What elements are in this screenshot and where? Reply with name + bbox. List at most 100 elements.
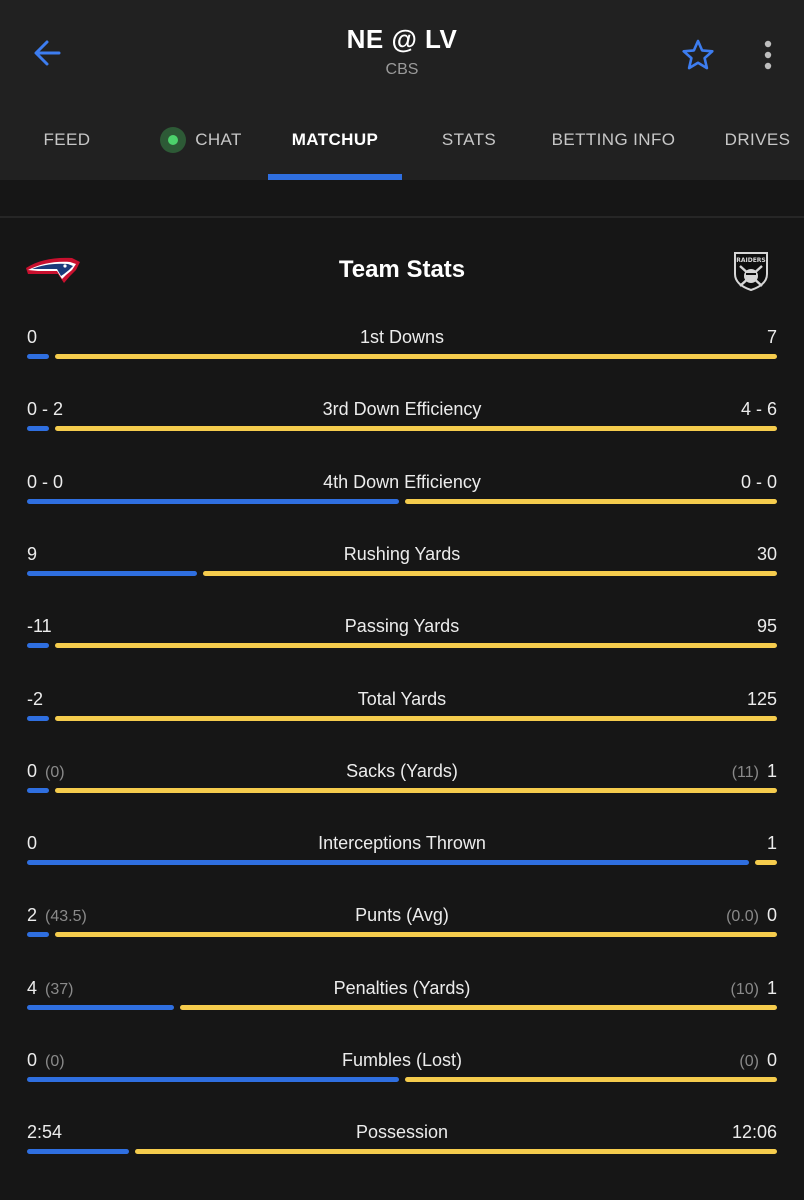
away-stat-value: (10) 1: [730, 977, 777, 998]
home-share-bar: [27, 570, 197, 576]
away-share-bar: [55, 354, 777, 359]
home-stat-value: 2 (43.5): [27, 905, 87, 926]
stat-label: Rushing Yards: [343, 543, 461, 564]
stat-label: 1st Downs: [359, 327, 445, 347]
tab-chat-label: CHAT: [195, 130, 242, 149]
home-stat-value: 2:54: [27, 1122, 63, 1143]
away-stat-value: 30: [756, 543, 777, 564]
away-stat-sub: (10): [730, 980, 759, 998]
tab-stats-label: STATS: [441, 130, 497, 149]
away-stat-value: 1: [766, 833, 777, 854]
back-button[interactable]: [22, 30, 72, 76]
home-stat-value: 0 (0): [27, 760, 65, 781]
home-stat-value: 0: [27, 833, 38, 854]
home-stat-value: 0 - 2: [27, 399, 64, 420]
home-share-bar: [27, 1149, 129, 1155]
away-stat-value: (11) 1: [731, 760, 777, 781]
app-header: NE @ LV CBS FEED CHAT MATCHUP STATS BETT…: [0, 0, 804, 180]
stat-label: Possession: [355, 1122, 449, 1143]
home-share-bar: [27, 426, 49, 432]
home-stat-sub: (0): [45, 1053, 65, 1070]
away-share-bar: [55, 715, 777, 721]
game-header: NE @ LV CBS: [202, 24, 602, 79]
away-stat-value: (0) 0: [739, 1050, 777, 1070]
away-share-bar: [755, 860, 777, 866]
away-share-bar: [135, 1149, 777, 1155]
back-arrow-icon: [34, 40, 61, 66]
stat-label: Punts (Avg): [355, 905, 449, 926]
home-share-bar: [27, 787, 49, 793]
tab-chat[interactable]: CHAT: [134, 100, 268, 180]
stat-row: -2 Total Yards 125: [0, 689, 804, 761]
away-stat-value: 0 - 0: [740, 471, 777, 492]
away-share-bar: [180, 1004, 777, 1010]
patriots-logo: [26, 257, 80, 283]
tab-betting-info[interactable]: BETTING INFO: [536, 100, 691, 180]
favorite-button[interactable]: [674, 32, 722, 78]
star-icon: [682, 39, 714, 70]
broadcast-network: CBS: [385, 61, 419, 78]
home-share-bar: [27, 354, 49, 359]
away-share-bar: [405, 498, 777, 504]
stat-label: Total Yards: [357, 688, 447, 709]
away-stat-value: 12:06: [731, 1122, 777, 1143]
away-share-bar: [55, 787, 777, 793]
stat-label: Fumbles (Lost): [341, 1050, 463, 1070]
stat-row: 4 (37) Penalties (Yards) (10) 1: [0, 978, 804, 1050]
stat-row: -11 Passing Yards 95: [0, 616, 804, 688]
tab-stats[interactable]: STATS: [402, 100, 536, 180]
away-share-bar: [405, 1077, 777, 1082]
live-indicator-icon: [160, 127, 187, 153]
away-share-bar: [55, 932, 777, 938]
more-vertical-icon: [764, 40, 772, 70]
raiders-wordmark: RAIDERS: [736, 257, 766, 264]
away-share-bar: [55, 643, 777, 649]
away-stat-value: 95: [756, 616, 777, 637]
home-share-bar: [27, 932, 49, 938]
tab-matchup-label: MATCHUP: [291, 130, 379, 149]
home-share-bar: [27, 1077, 399, 1082]
stat-label: 3rd Down Efficiency: [322, 399, 482, 420]
tab-drives-label: DRIVES: [724, 130, 791, 149]
tab-drives[interactable]: DRIVES: [700, 100, 804, 180]
home-stat-value: 4 (37): [27, 977, 74, 998]
away-stat-sub: (0.0): [726, 908, 759, 926]
stat-label: Penalties (Yards): [333, 977, 471, 998]
stat-label: 4th Down Efficiency: [323, 471, 481, 492]
away-stat-value: 4 - 6: [740, 399, 777, 420]
home-stat-value: 0 (0): [27, 1050, 65, 1070]
stat-label: Passing Yards: [344, 616, 460, 637]
home-stat-value: 0: [27, 327, 38, 347]
tab-feed[interactable]: FEED: [0, 100, 134, 180]
home-stat-sub: (0): [45, 763, 65, 781]
stat-row: 0 (0) Sacks (Yards) (11) 1: [0, 761, 804, 833]
game-title: NE @ LV: [346, 24, 458, 54]
more-options-button[interactable]: [746, 32, 790, 78]
stat-row: 0 - 0 4th Down Efficiency 0 - 0: [0, 472, 804, 544]
home-stat-sub: (43.5): [45, 908, 87, 926]
home-share-bar: [27, 1004, 174, 1010]
stat-row: 2 (43.5) Punts (Avg) (0.0) 0: [0, 905, 804, 977]
home-share-bar: [27, 498, 399, 504]
home-stat-value: 0 - 0: [27, 471, 64, 492]
team-stats-title: Team Stats: [338, 256, 466, 283]
home-share-bar: [27, 860, 749, 866]
stat-row: 0 (0) Fumbles (Lost) (0) 0: [0, 1050, 804, 1122]
away-stat-sub: (0): [739, 1053, 759, 1070]
tab-betting-info-label: BETTING INFO: [551, 130, 676, 149]
stat-row: 0 - 2 3rd Down Efficiency 4 - 6: [0, 399, 804, 471]
tab-feed-label: FEED: [43, 130, 91, 149]
stat-label: Interceptions Thrown: [318, 833, 486, 854]
home-share-bar: [27, 715, 49, 721]
section-divider: [0, 216, 804, 218]
raiders-logo: RAIDERS: [734, 252, 768, 292]
away-stat-value: (0.0) 0: [726, 905, 777, 926]
away-share-bar: [203, 570, 777, 576]
stat-row: 9 Rushing Yards 30: [0, 544, 804, 616]
stat-row: 0 1st Downs 7: [0, 327, 804, 399]
tab-matchup[interactable]: MATCHUP: [268, 100, 402, 180]
active-tab-indicator: [268, 174, 402, 180]
away-stat-sub: (11): [731, 763, 759, 781]
home-stat-sub: (37): [45, 980, 74, 998]
away-stat-value: 125: [746, 688, 777, 709]
